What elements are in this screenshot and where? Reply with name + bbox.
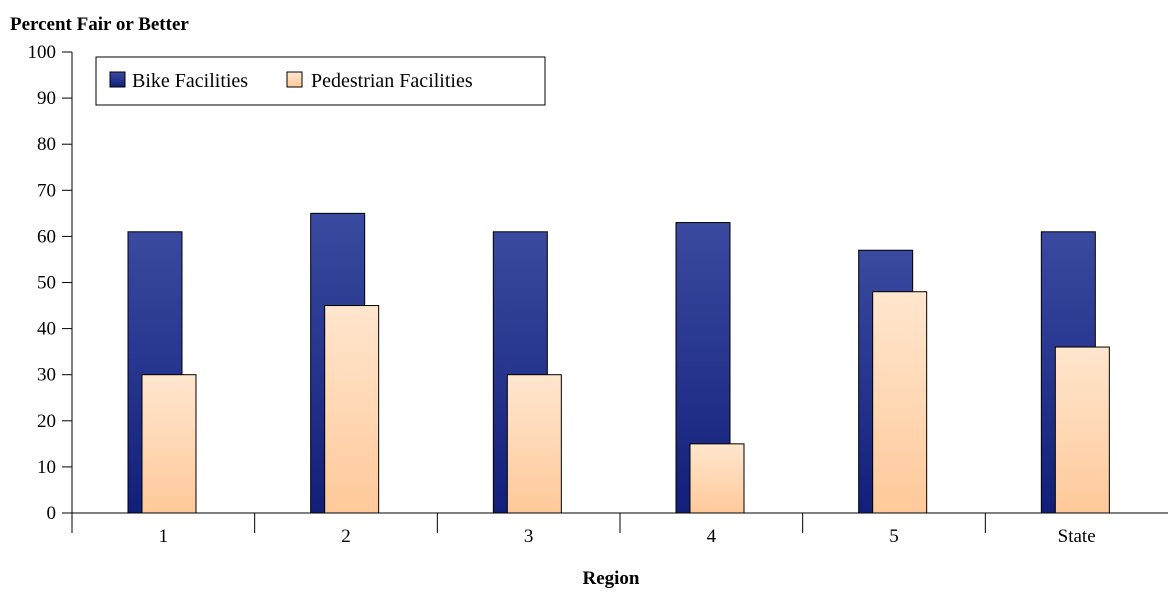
y-tick-label: 50 xyxy=(37,273,56,294)
legend-swatch-pedestrian xyxy=(287,72,302,87)
y-tick-label: 10 xyxy=(37,457,56,478)
legend: Bike Facilities Pedestrian Facilities xyxy=(96,57,545,105)
y-tick-label: 40 xyxy=(37,319,56,340)
x-axis-title: Region xyxy=(583,568,640,589)
y-tick-label: 90 xyxy=(37,88,56,109)
bar-pedestrian-5 xyxy=(873,292,927,513)
x-tick-label: 2 xyxy=(341,526,351,547)
y-tick-label: 100 xyxy=(28,42,57,63)
bar-pedestrian-4 xyxy=(690,444,744,513)
x-tick-label: 5 xyxy=(889,526,899,547)
y-tick-label: 70 xyxy=(37,180,56,201)
y-tick-label: 20 xyxy=(37,411,56,432)
x-axis: 1 2 3 4 5 State xyxy=(72,513,1168,547)
bar-pedestrian-3 xyxy=(507,375,561,513)
x-tick-label: 3 xyxy=(524,526,534,547)
legend-label-bike: Bike Facilities xyxy=(132,70,248,92)
y-tick-label: 80 xyxy=(37,134,56,155)
y-axis-title: Percent Fair or Better xyxy=(10,14,189,35)
x-tick-label: 1 xyxy=(159,526,169,547)
y-axis: 0 10 20 30 40 50 60 70 80 90 100 xyxy=(28,42,73,533)
y-tick-label: 0 xyxy=(47,503,57,524)
x-tick-label: 4 xyxy=(707,526,717,547)
bar-pedestrian-state xyxy=(1055,347,1109,513)
x-tick-label: State xyxy=(1058,526,1096,547)
bar-pedestrian-1 xyxy=(142,375,196,513)
legend-swatch-bike xyxy=(110,72,125,87)
y-tick-label: 60 xyxy=(37,226,56,247)
y-tick-label: 30 xyxy=(37,365,56,386)
bar-pedestrian-2 xyxy=(325,306,379,513)
legend-label-pedestrian: Pedestrian Facilities xyxy=(311,70,473,92)
bars-group xyxy=(128,213,1109,513)
